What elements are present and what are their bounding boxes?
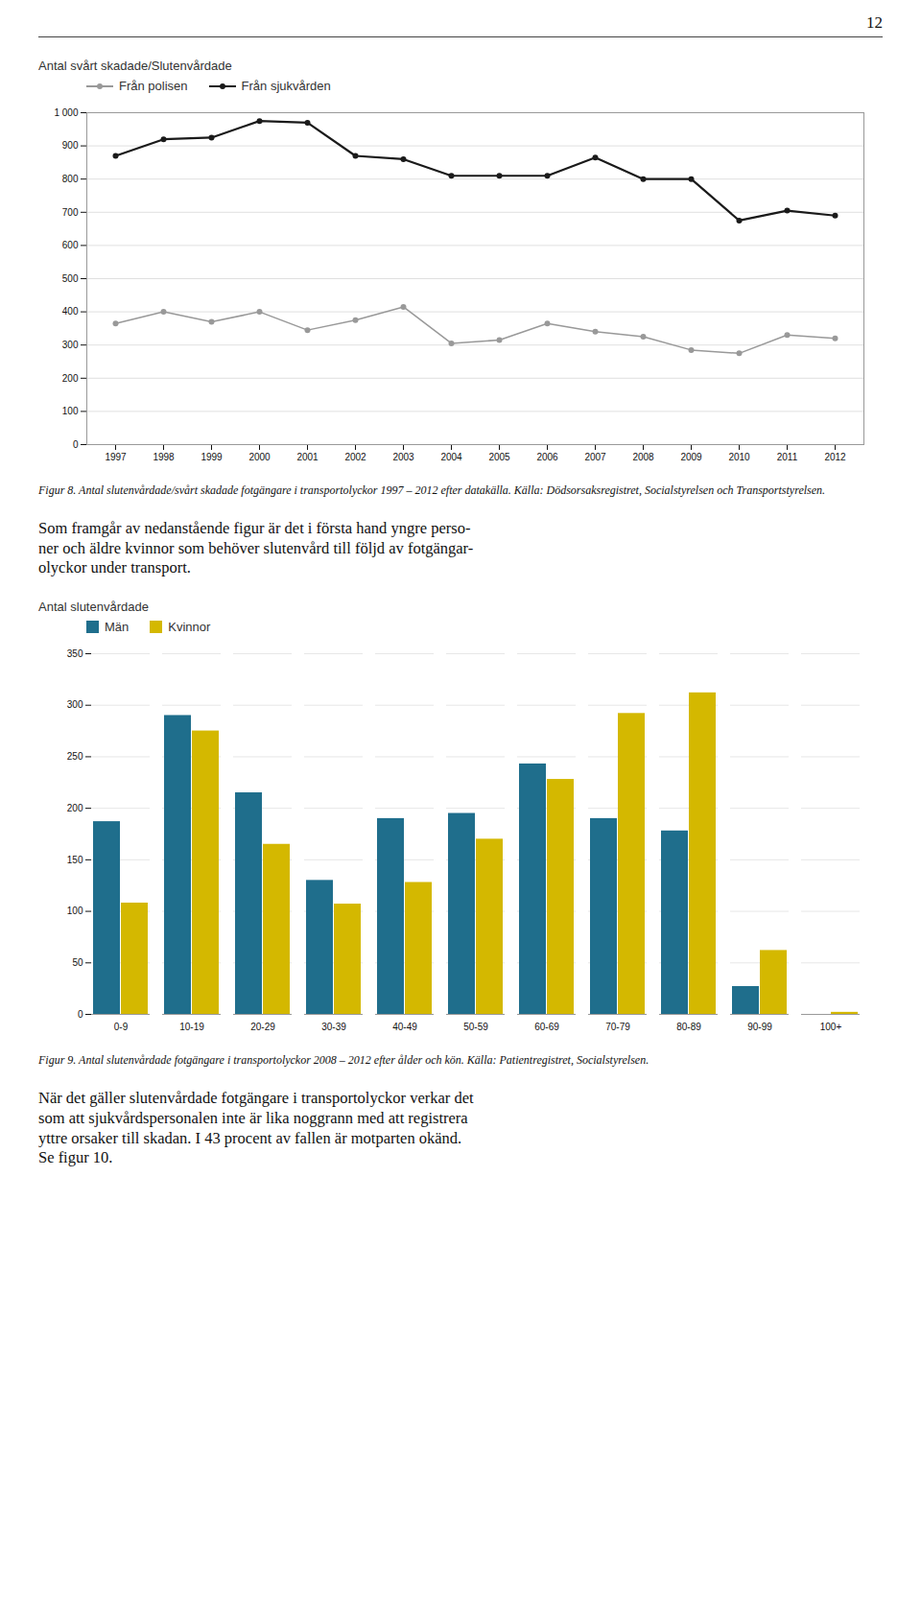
svg-text:100+: 100+ [820, 1021, 843, 1033]
svg-text:2001: 2001 [296, 451, 319, 463]
html-text:Antal slutenvårdade: Antal slutenvårdade [38, 599, 149, 615]
svg-text:50: 50 [71, 957, 84, 969]
html-text:12: 12 [866, 13, 883, 32]
svg-text:2009: 2009 [680, 451, 703, 463]
svg-text:20-29: 20-29 [250, 1021, 276, 1033]
svg-text:0: 0 [72, 439, 79, 450]
html-text:som att sjukvårdspersonalen in: som att sjukvårdspersonalen inte är lika… [38, 1108, 468, 1128]
html-text:Kvinnor: Kvinnor [168, 619, 211, 635]
svg-text:1999: 1999 [200, 451, 223, 463]
svg-text:80-89: 80-89 [676, 1021, 702, 1033]
svg-text:1998: 1998 [152, 451, 175, 463]
svg-text:200: 200 [67, 802, 84, 814]
svg-text:2012: 2012 [824, 451, 847, 463]
svg-text:2003: 2003 [392, 451, 415, 463]
svg-text:150: 150 [67, 854, 84, 866]
svg-text:100: 100 [62, 405, 79, 417]
html-text:Från sjukvården: Från sjukvården [241, 78, 331, 94]
svg-text:2004: 2004 [440, 451, 463, 463]
svg-text:300: 300 [62, 339, 79, 351]
html-text:Se figur 10.: Se figur 10. [38, 1148, 113, 1167]
svg-text:900: 900 [62, 140, 79, 151]
svg-text:60-69: 60-69 [534, 1021, 560, 1033]
svg-text:2008: 2008 [632, 451, 655, 463]
html-text:Från polisen: Från polisen [118, 78, 188, 94]
svg-text:350: 350 [67, 648, 84, 660]
svg-text:1 000: 1 000 [53, 107, 78, 119]
svg-text:70-79: 70-79 [605, 1021, 631, 1033]
svg-text:1997: 1997 [104, 451, 127, 463]
svg-text:700: 700 [62, 207, 79, 218]
html-text:yttre orsaker till skadan. I 4: yttre orsaker till skadan. I 43 procent … [38, 1128, 462, 1147]
svg-text:250: 250 [67, 751, 84, 762]
svg-text:30-39: 30-39 [321, 1021, 347, 1033]
html-text:Figur 8. Antal slutenvårdade/s: Figur 8. Antal slutenvårdade/svårt skada… [38, 483, 826, 497]
svg-text:2005: 2005 [488, 451, 511, 463]
svg-text:10-19: 10-19 [179, 1021, 205, 1033]
html-text:Figur 9. Antal slutenvårdade f: Figur 9. Antal slutenvårdade fotgängare … [38, 1053, 649, 1067]
svg-text:0-9: 0-9 [114, 1021, 129, 1033]
svg-text:40-49: 40-49 [392, 1021, 418, 1033]
svg-text:90-99: 90-99 [747, 1021, 773, 1033]
svg-text:2011: 2011 [777, 451, 799, 463]
html-text:ner och äldre kvinnor som behö: ner och äldre kvinnor som behöver sluten… [38, 538, 474, 558]
svg-text:2000: 2000 [248, 451, 271, 463]
svg-text:500: 500 [62, 273, 79, 284]
svg-text:400: 400 [62, 306, 79, 317]
svg-text:600: 600 [62, 239, 79, 251]
html-text:Antal svårt skadade/Slutenvård: Antal svårt skadade/Slutenvårdade [38, 58, 232, 73]
html-text:Som framgår av nedanstående fi: Som framgår av nedanstående figur är det… [38, 519, 471, 538]
svg-text:2010: 2010 [728, 451, 751, 463]
svg-text:50-59: 50-59 [463, 1021, 489, 1033]
svg-text:0: 0 [77, 1009, 84, 1020]
svg-text:800: 800 [62, 173, 79, 185]
svg-text:2007: 2007 [584, 451, 607, 463]
html-text:olyckor under transport.: olyckor under transport. [38, 558, 191, 577]
svg-text:300: 300 [67, 699, 84, 710]
html-text:När det gäller slutenvårdade f: När det gäller slutenvårdade fotgängare … [38, 1089, 474, 1108]
svg-text:100: 100 [67, 905, 84, 917]
svg-text:200: 200 [62, 373, 79, 384]
svg-text:2002: 2002 [344, 451, 367, 463]
html-text:Män: Män [104, 619, 129, 635]
svg-text:2006: 2006 [536, 451, 559, 463]
